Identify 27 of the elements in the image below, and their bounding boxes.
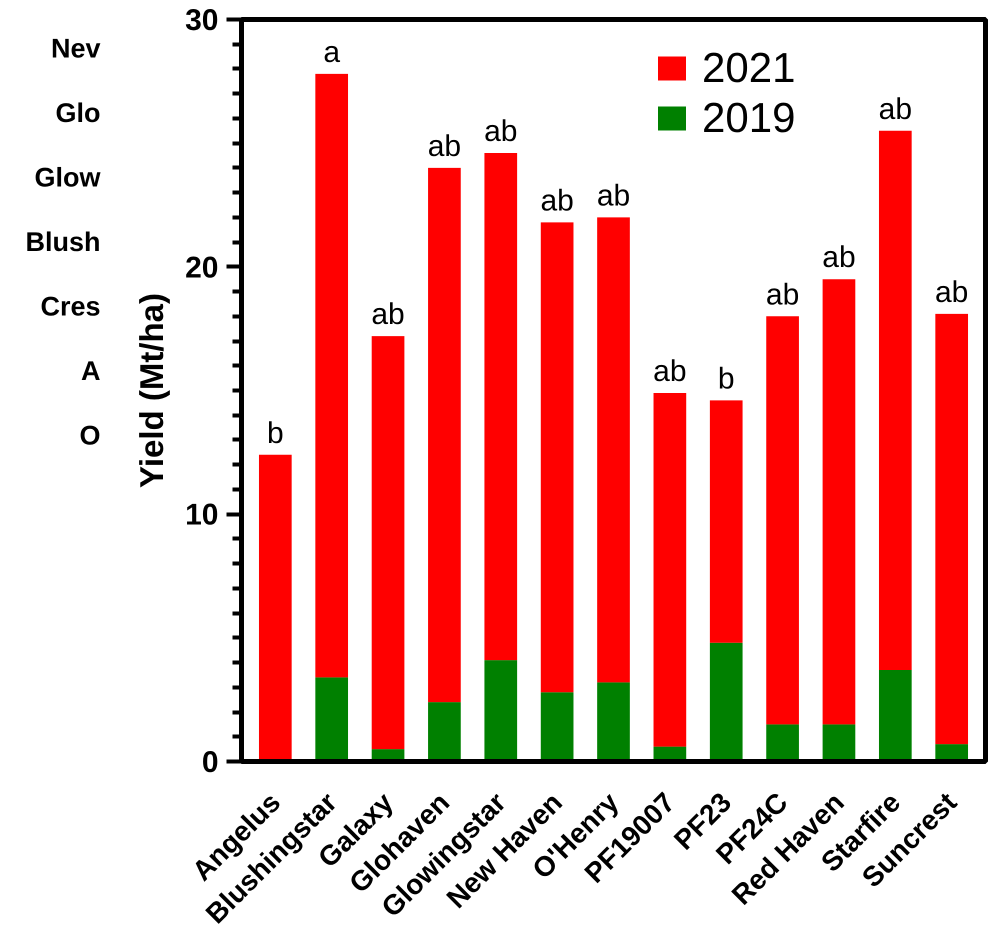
annotation: ab [878,92,912,126]
y-tick-label: 30 [185,4,219,37]
legend-label: 2021 [702,43,796,93]
text: Nev [50,34,100,64]
legend-label: 2019 [702,93,796,143]
annotation: ab [596,179,630,212]
annotation: ab [428,130,462,163]
text: Glo [56,98,101,128]
annotation: ab [766,278,800,312]
text: Cres [40,292,101,322]
annotation: b [266,416,284,450]
annotation: ab [934,276,968,309]
y-tick-label: 0 [202,746,219,779]
text: Glow [34,162,102,192]
annotation: ab [540,184,574,218]
y-tick-label: 20 [185,251,219,284]
y-axis-title: Yield (Mt/ha) [133,293,170,488]
text: Blush [26,227,101,257]
annotation: ab [484,115,518,148]
annotation: b [718,362,735,396]
y-tick-label: 10 [185,498,219,532]
annotation: ab [822,241,856,274]
annotation: ab [653,354,687,388]
text: A [81,356,100,386]
annotation: ab [371,298,405,332]
text: O [80,420,101,450]
annotation: a [323,36,340,69]
